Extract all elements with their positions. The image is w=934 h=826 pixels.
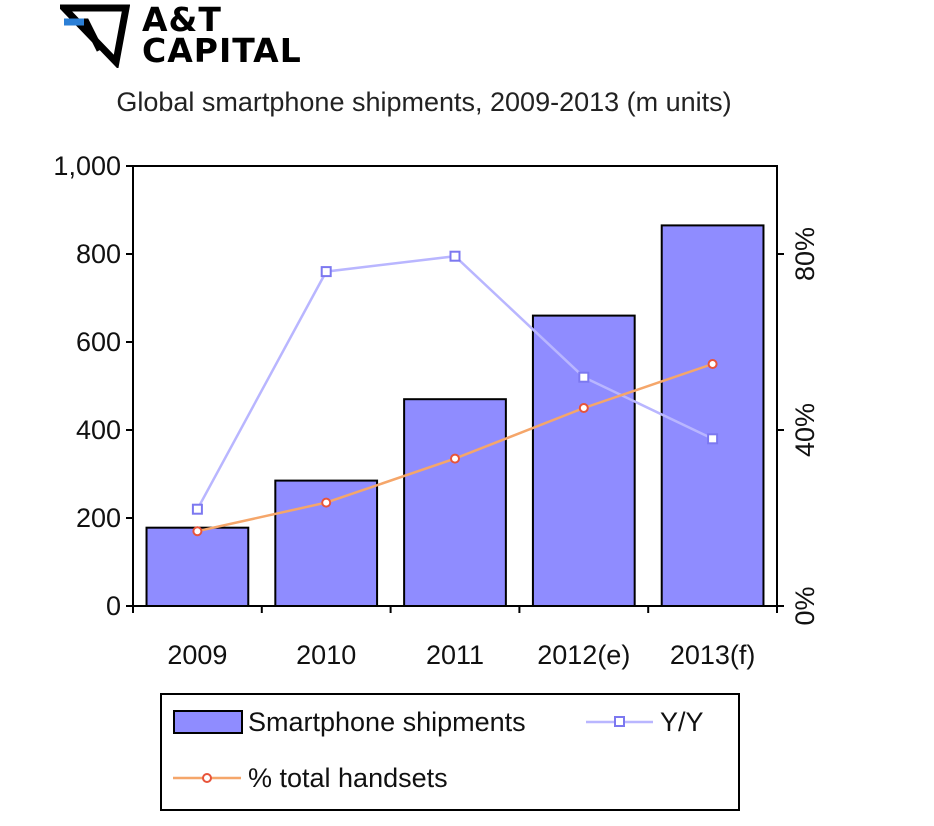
left-axis-tick-label: 1,000 xyxy=(53,151,121,181)
chart-title: Global smartphone shipments, 2009-2013 (… xyxy=(116,87,731,117)
legend-marker-yy xyxy=(614,716,625,727)
handset-share-point-2013(f) xyxy=(707,359,718,369)
brand-name: A&T CAPITAL xyxy=(142,0,302,70)
yy-point-2012(e) xyxy=(578,371,590,383)
left-axis-tick-label: 600 xyxy=(76,327,121,357)
brand-logo: A&T CAPITAL xyxy=(55,0,340,70)
legend-label-yy: Y/Y xyxy=(660,707,704,737)
legend-box xyxy=(160,693,740,811)
handset-share-point-2010 xyxy=(321,497,332,508)
folded-triangle-logo-icon xyxy=(55,4,131,70)
handset-share-point-2011 xyxy=(450,453,460,464)
yy-point-2009 xyxy=(191,503,203,515)
x-axis-label: 2011 xyxy=(426,640,484,670)
legend-swatch-shipments xyxy=(173,710,243,734)
x-axis-label: 2012(e) xyxy=(537,640,630,670)
right-axis-tick-label: 80% xyxy=(790,227,820,281)
legend-marker-handsets xyxy=(202,773,212,783)
yy-point-2011 xyxy=(449,250,461,262)
bar-2012(e) xyxy=(531,314,636,607)
bar-2009 xyxy=(145,526,250,607)
right-axis-tick-label: 40% xyxy=(790,403,820,457)
brand-name-line2: CAPITAL xyxy=(142,31,302,70)
yy-point-2010 xyxy=(320,266,332,278)
bar-2011 xyxy=(403,398,507,608)
legend-label-handsets: % total handsets xyxy=(248,763,448,793)
left-axis-tick-label: 200 xyxy=(76,503,121,533)
x-axis-label: 2013(f) xyxy=(670,640,756,670)
yy-point-2013(f) xyxy=(707,433,719,445)
brand-name-line1: A&T xyxy=(142,0,222,39)
x-axis-label: 2009 xyxy=(167,640,227,670)
handset-share-point-2012(e) xyxy=(578,403,589,413)
plot-area: 0 200 400 600 800 1,000 0% 40% 80% 2009 2010 2011 20… xyxy=(53,151,820,670)
chart-legend: Smartphone shipments Y/Y % total handsets xyxy=(160,693,740,811)
right-axis-tick-label: 0% xyxy=(790,586,820,625)
legend-label-shipments: Smartphone shipments xyxy=(248,707,526,737)
x-axis-label: 2010 xyxy=(296,640,356,670)
left-axis-tick-label: 800 xyxy=(76,239,121,269)
left-axis-tick-label: 400 xyxy=(76,415,121,445)
bar-2013(f) xyxy=(660,224,765,607)
handset-share-point-2009 xyxy=(192,526,203,537)
left-axis-tick-label: 0 xyxy=(106,591,121,621)
